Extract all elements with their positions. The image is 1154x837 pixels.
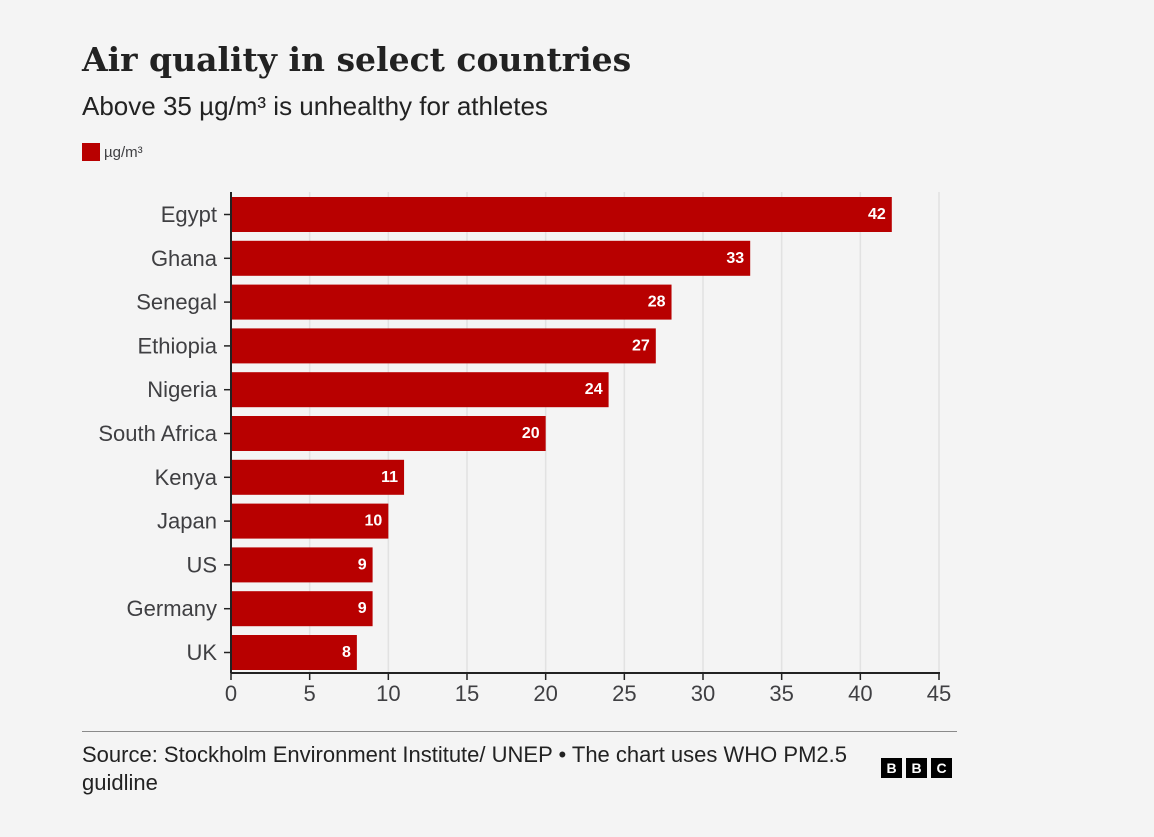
data-label: 9 [358, 556, 367, 573]
data-label: 27 [632, 337, 650, 354]
x-tick-label: 45 [927, 681, 951, 706]
bar [231, 328, 656, 364]
bbc-logo-letter: B [881, 758, 902, 778]
y-tick-label: Ghana [151, 246, 218, 271]
bar [231, 197, 892, 232]
y-tick-label: Egypt [161, 202, 217, 227]
y-tick-label: Nigeria [147, 377, 217, 402]
x-tick-label: 30 [691, 681, 715, 706]
source-note: Source: Stockholm Environment Institute/… [82, 742, 847, 795]
data-label: 8 [342, 644, 351, 661]
bbc-logo-letter: C [931, 758, 952, 778]
y-tick-label: Kenya [155, 465, 218, 490]
bbc-logo: B B C [881, 758, 952, 778]
x-tick-label: 35 [769, 681, 793, 706]
legend-swatch [82, 143, 100, 161]
bar [231, 591, 373, 627]
bbc-logo-letter: B [906, 758, 927, 778]
bar [231, 459, 405, 495]
chart-subtitle: Above 35 µg/m³ is unhealthy for athletes [82, 91, 548, 121]
legend: µg/m³ [82, 142, 143, 162]
footer-divider [82, 731, 957, 732]
data-label: 20 [522, 425, 540, 442]
y-tick-label: Ethiopia [137, 333, 217, 358]
y-tick-label: Senegal [136, 290, 217, 315]
bar [231, 547, 373, 583]
bar [231, 416, 546, 451]
data-label: 42 [868, 206, 886, 223]
y-tick-label: Germany [127, 596, 217, 621]
legend-label: µg/m³ [104, 143, 143, 161]
data-label: 33 [726, 250, 744, 267]
y-tick-label: US [186, 552, 217, 577]
data-label: 10 [365, 513, 383, 530]
data-label: 9 [358, 600, 367, 617]
data-label: 28 [648, 294, 666, 311]
y-tick-label: UK [186, 640, 217, 665]
x-tick-label: 20 [533, 681, 557, 706]
data-label: 11 [381, 469, 398, 486]
bar [231, 372, 609, 408]
x-tick-label: 25 [612, 681, 636, 706]
x-tick-label: 0 [225, 681, 237, 706]
x-tick-label: 5 [304, 681, 316, 706]
bar [231, 635, 357, 670]
x-tick-label: 10 [376, 681, 400, 706]
bar [231, 284, 672, 320]
bar [231, 503, 389, 539]
chart-title: Air quality in select countries [82, 40, 632, 79]
bar [231, 240, 751, 276]
data-label: 24 [585, 381, 603, 398]
x-tick-label: 15 [455, 681, 479, 706]
y-tick-label: South Africa [98, 421, 217, 446]
x-tick-label: 40 [848, 681, 872, 706]
y-tick-label: Japan [157, 509, 217, 534]
